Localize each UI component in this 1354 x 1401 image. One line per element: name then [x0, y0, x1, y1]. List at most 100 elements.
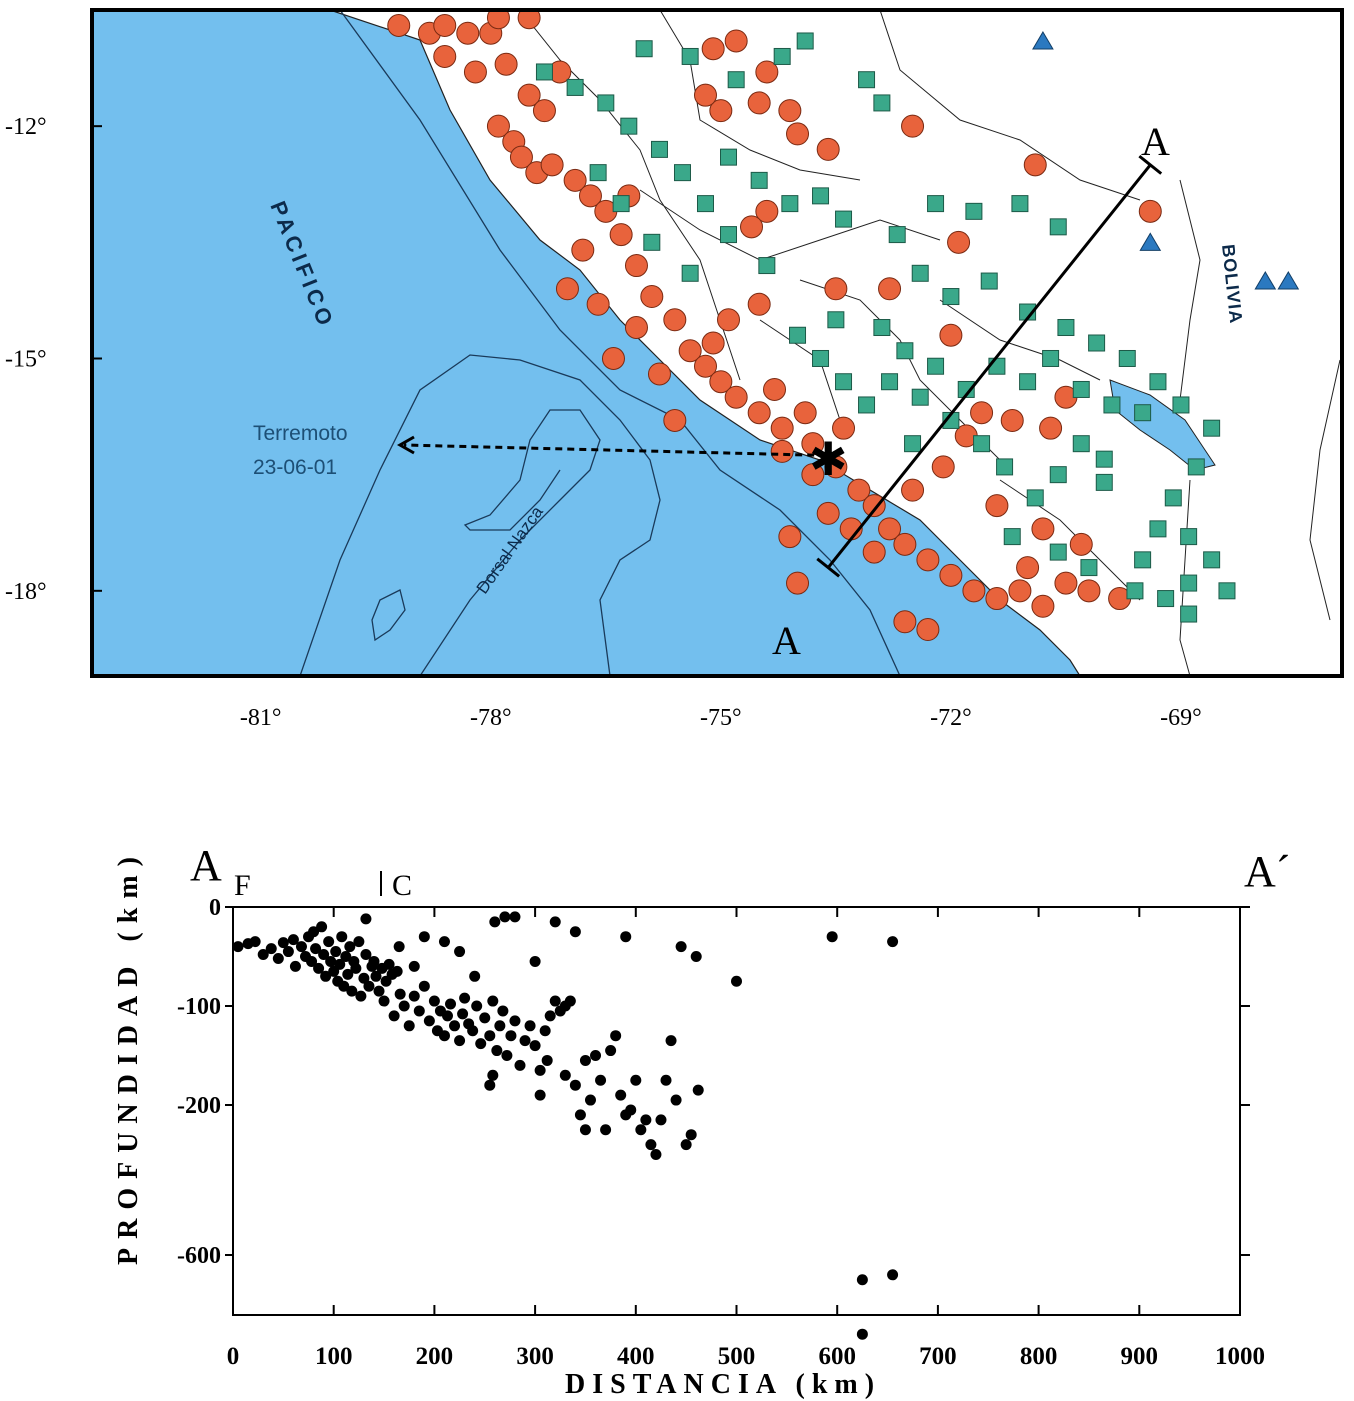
shallow-event	[640, 285, 664, 309]
intermediate-event	[1180, 528, 1198, 546]
intermediate-event	[927, 195, 945, 213]
shallow-event	[578, 184, 602, 208]
shallow-event	[1031, 594, 1055, 618]
shallow-event	[586, 292, 610, 316]
profile-point	[670, 1094, 682, 1106]
profile-point	[489, 916, 501, 928]
profile-point	[690, 951, 702, 962]
profile-x-tick-label: 200	[416, 1343, 454, 1370]
profile-point	[449, 1020, 461, 1032]
shallow-event	[939, 563, 963, 587]
profile-point	[534, 1064, 546, 1076]
profile-point	[373, 985, 385, 997]
map-panel: ✱ PACIFICO BOLIVIA Dorsal Nazca Terremot…	[5, 8, 1344, 731]
intermediate-event	[673, 164, 691, 182]
intermediate-event	[858, 71, 876, 89]
profile-point	[344, 941, 356, 953]
intermediate-event	[727, 71, 745, 89]
shallow-event	[624, 316, 648, 340]
longitude-tick-label: -78°	[470, 705, 512, 731]
profile-point	[650, 1149, 662, 1160]
profile-point	[295, 941, 307, 953]
profile-point	[541, 1054, 553, 1066]
profile-point	[368, 955, 380, 967]
intermediate-event	[896, 342, 914, 360]
profile-point	[505, 1030, 517, 1042]
profile-point	[630, 1074, 642, 1086]
intermediate-event	[1026, 489, 1044, 507]
profile-point	[539, 1025, 551, 1037]
intermediate-event	[635, 40, 653, 58]
intermediate-event	[566, 78, 584, 96]
profile-x-tick-label: 900	[1121, 1343, 1159, 1370]
map-frame	[90, 8, 1344, 678]
shallow-event	[609, 223, 633, 247]
profile-point	[287, 934, 299, 946]
profile-point	[316, 921, 328, 933]
intermediate-event	[1049, 543, 1067, 561]
profile-point	[467, 1025, 479, 1037]
profile-point	[338, 980, 350, 992]
profile-point	[459, 992, 471, 1004]
profile-point	[544, 1010, 556, 1022]
profile-panel: 0 100 200 300 400 500 600 700 800 900 1000 0 -100 -2…	[113, 841, 1290, 1400]
profile-point	[491, 1045, 503, 1057]
intermediate-event	[973, 435, 991, 453]
profile-point	[584, 1094, 596, 1106]
profile-point	[313, 962, 325, 974]
shallow-event	[931, 455, 955, 479]
profile-point	[346, 985, 358, 997]
profile-point	[499, 911, 511, 923]
shallow-event	[701, 331, 725, 355]
quake-label-line1: Terremoto	[253, 422, 348, 445]
intermediate-event	[1095, 473, 1113, 491]
volcanoes	[1032, 30, 1300, 290]
intermediate-event	[1049, 466, 1067, 484]
latitude-tick-label: -15°	[5, 346, 47, 372]
intermediate-event	[681, 264, 699, 282]
shallow-event	[816, 137, 840, 161]
shallow-event	[1069, 532, 1093, 556]
intermediate-event	[942, 288, 960, 306]
shallow-event	[916, 548, 940, 572]
intermediate-event	[911, 388, 929, 406]
profile-point	[509, 1015, 521, 1027]
profile-point	[559, 1000, 571, 1012]
profile-point	[665, 1035, 677, 1047]
shallow-event	[456, 21, 480, 45]
profile-point	[310, 943, 322, 955]
profile-point	[574, 1109, 586, 1121]
section-label-start: A	[772, 618, 801, 663]
intermediate-event	[720, 226, 738, 244]
longitude-tick-label: -75°	[700, 705, 742, 731]
profile-point	[479, 1012, 491, 1024]
shallow-event	[494, 52, 518, 76]
profile-point	[277, 937, 289, 949]
shallow-event	[717, 308, 741, 332]
profile-point	[635, 1124, 647, 1136]
profile-point	[306, 955, 318, 967]
intermediate-event	[1049, 218, 1067, 236]
profile-point	[494, 1020, 506, 1032]
profile-x-tick-label: 600	[818, 1343, 856, 1370]
profile-x-tick-label: 0	[227, 1343, 240, 1370]
intermediate-event	[1149, 373, 1167, 391]
profile-y-tick-label: -600	[177, 1243, 221, 1269]
shallow-event	[663, 408, 687, 432]
profile-point	[534, 1089, 546, 1101]
shallow-event	[463, 60, 487, 84]
intermediate-event	[1042, 349, 1060, 367]
shallow-event	[1077, 579, 1101, 603]
shallow-event	[901, 478, 925, 502]
profile-point	[330, 946, 342, 958]
intermediate-event	[1180, 605, 1198, 623]
intermediate-event	[1095, 450, 1113, 468]
profile-point	[529, 1040, 541, 1052]
quake-label-line2: 23-06-01	[253, 456, 337, 479]
profile-point	[408, 960, 420, 972]
profile-point	[336, 931, 348, 943]
profile-point	[282, 946, 294, 958]
shallow-event	[862, 540, 886, 564]
profile-point	[378, 995, 390, 1007]
shallow-event	[663, 308, 687, 332]
